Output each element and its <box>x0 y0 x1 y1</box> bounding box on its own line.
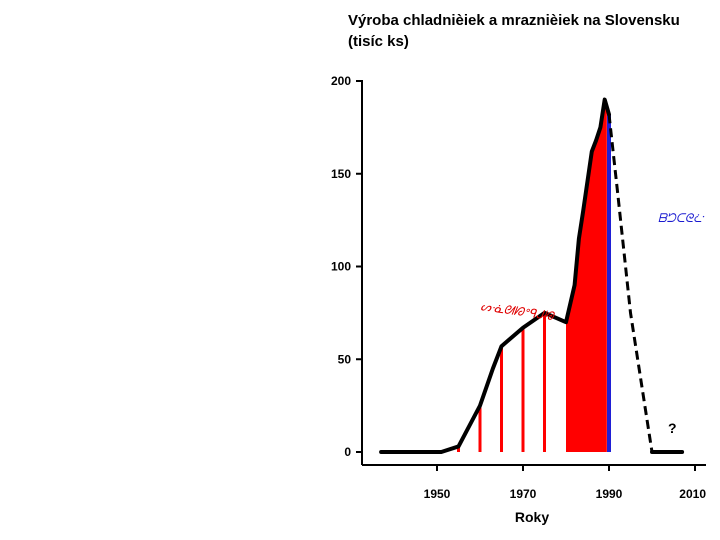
annotation-blue-label: ᗷᘤᑕᘓᓩ <box>658 211 705 225</box>
chart-fills <box>457 99 611 453</box>
y-tick-label: 150 <box>331 167 351 181</box>
chart-lines <box>379 97 685 454</box>
y-tick-label: 100 <box>331 260 351 274</box>
x-tick-label: 1970 <box>510 487 537 501</box>
y-tick-label: 200 <box>331 74 351 88</box>
series-line-1 <box>379 97 611 454</box>
series-line-2 <box>607 114 654 453</box>
x-tick-label: 1950 <box>424 487 451 501</box>
chart-title-line2: (tisíc ks) <box>348 33 409 50</box>
chart-title-line1: Výroba chladnièiek a mraznièiek na Slove… <box>348 12 680 29</box>
red-filled-area <box>566 99 607 453</box>
x-tick-label: 2010 <box>679 487 706 501</box>
chart-title: Výroba chladnièiek a mraznièiek na Slove… <box>348 10 680 52</box>
x-tick-label: 1990 <box>596 487 623 501</box>
y-tick-label: 50 <box>338 352 352 366</box>
annotation-red-label: ᔕᓍᘛᘗᐤᑫᒍᘘ <box>480 299 556 323</box>
chart-ticks: 0 50 100 150 200 1950 1970 1990 2010 <box>331 74 706 501</box>
annotation-question-mark: ? <box>668 420 677 436</box>
chart-axes <box>361 80 706 466</box>
x-axis-title: Roky <box>515 509 549 525</box>
y-tick-label: 0 <box>344 445 351 459</box>
